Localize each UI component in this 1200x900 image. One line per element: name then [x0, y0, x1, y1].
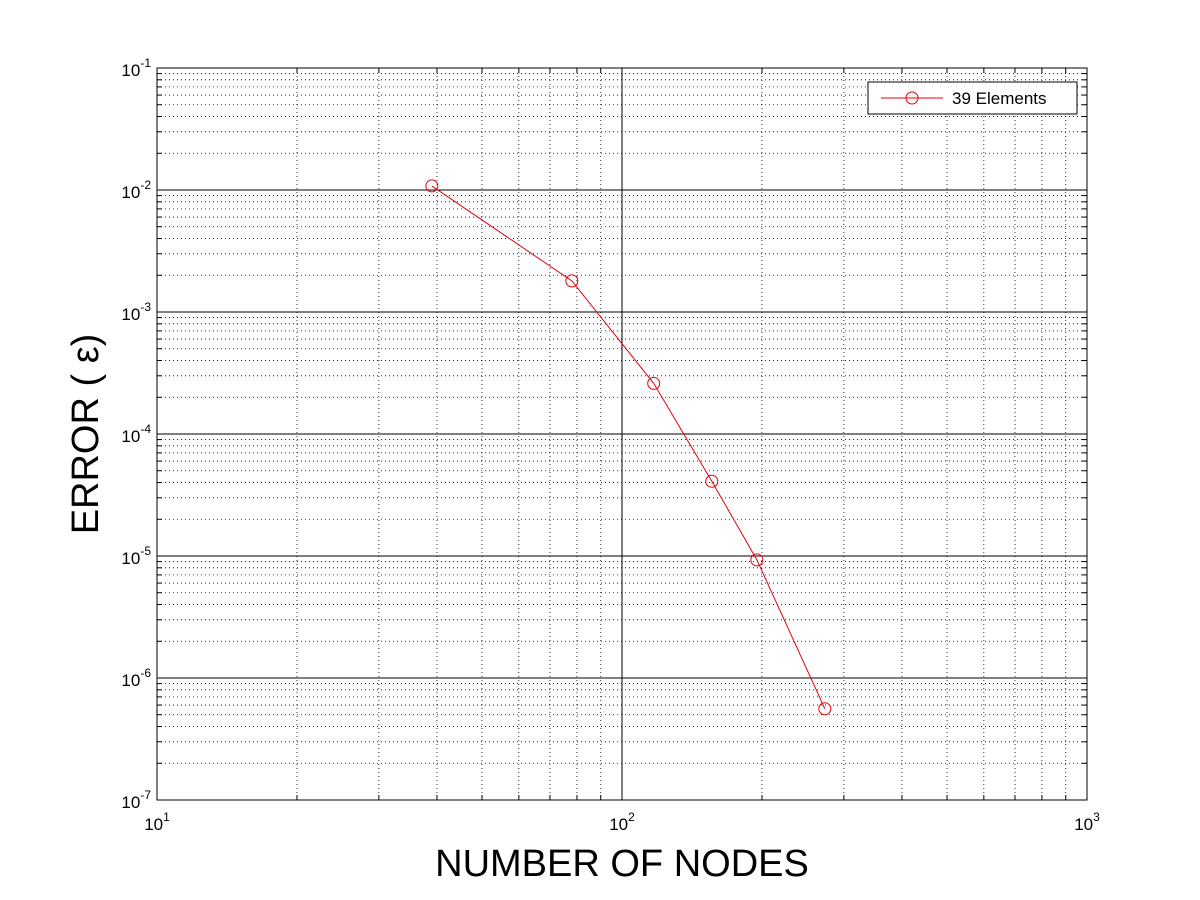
y-tick-label: 10-3: [121, 300, 151, 324]
series-layer: [425, 179, 832, 716]
data-point-marker: [425, 179, 439, 193]
data-point-marker: [647, 376, 661, 390]
plot-frame: [156, 67, 1088, 801]
y-tick-label: 10-2: [121, 178, 151, 202]
x-axis-title: NUMBER OF NODES: [435, 843, 809, 885]
data-point-marker: [818, 702, 832, 716]
data-point-marker: [565, 274, 579, 288]
data-point-marker: [750, 553, 764, 567]
y-tick-label: 10-1: [121, 56, 151, 80]
legend-marker-sample: [905, 91, 919, 105]
y-tick-label: 10-7: [121, 788, 151, 812]
y-tick-label: 10-6: [121, 666, 151, 690]
series-line: [431, 185, 826, 709]
y-tick-label: 10-5: [121, 544, 151, 568]
axis-ticks: [157, 68, 1087, 800]
x-tick-label: 102: [609, 810, 635, 834]
y-tick-label: 10-4: [121, 422, 151, 446]
tick-labels: 101 102 103 10-1 10-2 10-3 10-4 10-5 10-6 10-7: [121, 56, 1100, 834]
data-point-marker: [705, 474, 719, 488]
x-tick-label: 101: [144, 810, 170, 834]
x-tick-label: 103: [1074, 810, 1100, 834]
y-axis-title: ERROR ( ε): [65, 334, 107, 535]
legend-label: 39 Elements: [952, 89, 1047, 108]
legend: 39 Elements: [867, 81, 1078, 115]
